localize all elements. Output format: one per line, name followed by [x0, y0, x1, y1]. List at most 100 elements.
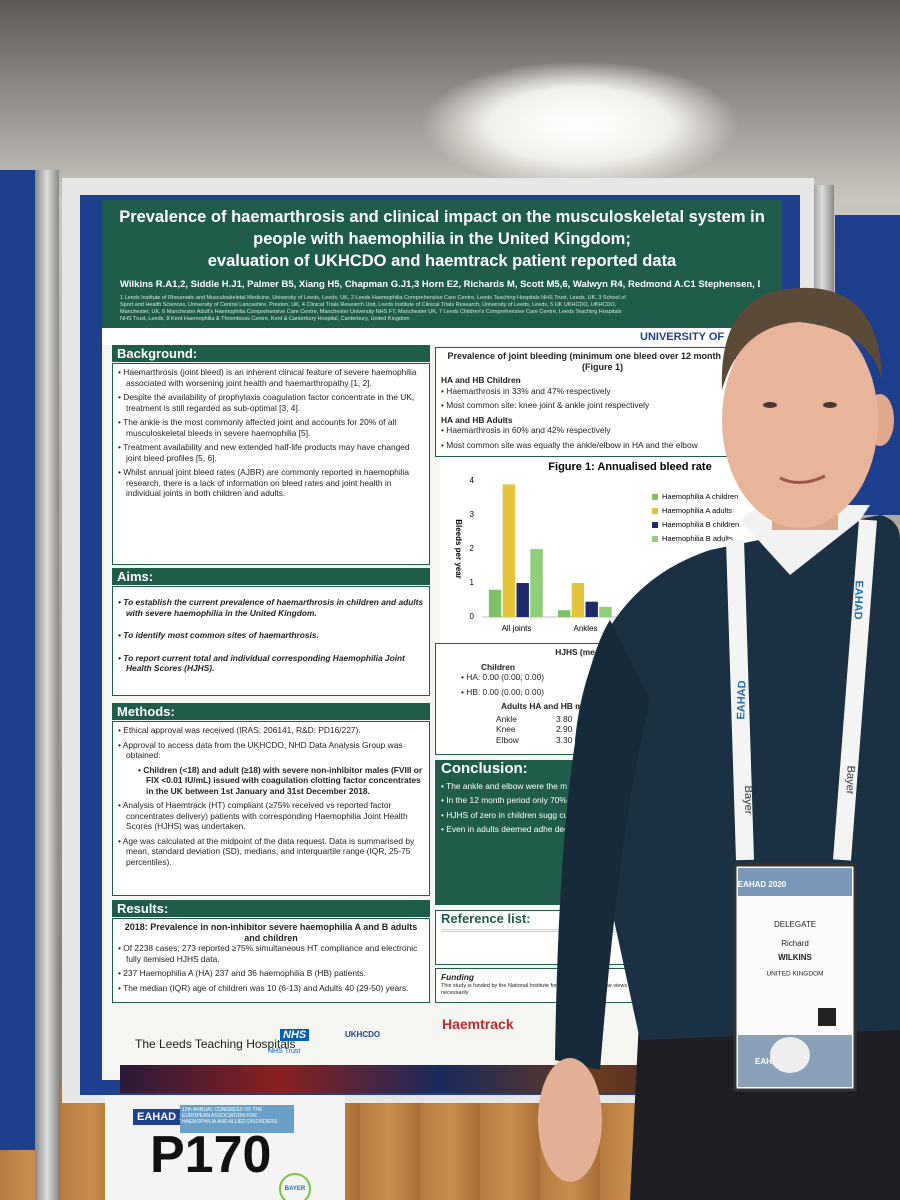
- poster-title: Prevalence of haemarthrosis and clinical…: [112, 206, 772, 272]
- section-text: Ethical approval was received (IRAS: 206…: [112, 721, 430, 896]
- section-text: 2018: Prevalence in non-inhibitor severe…: [112, 918, 430, 1003]
- ceiling-light: [420, 60, 740, 190]
- y-tick-label: 0: [470, 612, 475, 621]
- table-cell: Elbow: [496, 734, 519, 745]
- legend-label: Haemophilia A children: [662, 492, 738, 501]
- bullet-text: The ankle and elbow were the m adults, a…: [446, 781, 764, 792]
- legend-label: Haemophilia A adults: [662, 506, 732, 515]
- badge-header: [738, 868, 852, 896]
- section-heading: Conclusion:: [441, 760, 528, 777]
- bullet-text: Haemarthrosis (joint bleed) is an inhere…: [123, 367, 424, 388]
- table-row: Ankle 3.80: [496, 714, 764, 725]
- list: The ankle and elbow were the m adults, a…: [441, 781, 764, 835]
- bullet-text: Children (<18) and adult (≥18) with seve…: [143, 765, 424, 797]
- section-heading: Reference list:: [441, 911, 531, 926]
- prevalence: Prevalence of joint bleeding (minimum on…: [435, 347, 770, 457]
- badge-country: UNITED KINGDOM: [766, 971, 823, 978]
- head: [722, 312, 878, 528]
- bullet-text: Approval to access data from the UKHCDO,…: [123, 740, 424, 761]
- bullet-text: Treatment availability and new extended …: [123, 442, 424, 463]
- badge-event: EAHAD 2020: [738, 880, 787, 889]
- badge-sticker: [770, 1037, 810, 1073]
- bullet-text: To identify most common sites of haemart…: [123, 630, 424, 641]
- y-tick-label: 4: [470, 476, 475, 485]
- list: Children (<18) and adult (≥18) with seve…: [138, 765, 424, 797]
- y-tick-label: 1: [470, 578, 475, 587]
- section-heading: Aims:: [112, 568, 430, 585]
- bullet-text: Analysis of Haemtrack (HT) compliant (≥7…: [123, 800, 424, 832]
- table-cell: 3.30: [556, 734, 573, 745]
- y-axis-label: Bleeds per year: [454, 519, 463, 579]
- lanyard: [833, 519, 877, 861]
- qr-code: [818, 1008, 836, 1026]
- y-tick-label: 3: [470, 510, 475, 519]
- bar: [516, 583, 529, 617]
- section-heading: Funding: [441, 972, 475, 982]
- bar: [599, 606, 612, 617]
- legend-swatch: [652, 508, 658, 514]
- legend-swatch: [652, 494, 658, 500]
- section-text: Haemarthrosis (joint bleed) is an inhere…: [112, 363, 430, 565]
- hand: [538, 1058, 602, 1182]
- badge-last-name: WILKINS: [778, 953, 812, 962]
- affiliations: 1 Leeds Institute of Rheumatic and Muscu…: [120, 295, 626, 322]
- bullet-text: Haemarthrosis in 33% and 47% respectivel…: [446, 386, 764, 397]
- table-cell: Knee: [496, 724, 516, 734]
- logo-text: Haemtrack: [442, 1016, 514, 1032]
- poster-header: Prevalence of haemarthrosis and clinical…: [102, 200, 782, 328]
- lanyard-text: Bayer: [844, 765, 857, 794]
- bullet-text: In the 12 month period only 70% free.: [446, 795, 764, 806]
- logo-text: NHS Trust: [268, 1048, 301, 1055]
- section-heading: Methods:: [112, 703, 430, 720]
- legend-label: Haemophilia B children: [662, 520, 739, 529]
- arm: [555, 620, 650, 1070]
- section-heading: Background:: [112, 345, 430, 362]
- legend-label: Haemophilia B adults: [662, 534, 733, 543]
- poster-code: P170: [150, 1126, 272, 1184]
- list: HA: 0.00 (0.00; 0.00) HB: 0.00 (0.00; 0.0…: [461, 672, 764, 697]
- badge-first-name: Richard: [781, 939, 809, 948]
- bullet-text: HJHS of zero in children sugg currently …: [446, 810, 764, 821]
- list: HA and HB ChildrenHaemarthrosis in 33% a…: [441, 375, 764, 450]
- x-tick-label: All joints: [502, 624, 532, 633]
- legend-swatch: [652, 536, 658, 542]
- bullet-text: Haemarthrosis in 60% and 42% respectivel…: [446, 425, 764, 436]
- section-text: To establish the current prevalence of h…: [112, 586, 430, 696]
- logo-text: UKHCDO: [345, 1030, 381, 1039]
- table-cell: 2.90: [556, 724, 573, 734]
- bullet-text: Age was calculated at the midpoint of th…: [123, 836, 424, 868]
- bar: [502, 484, 516, 617]
- hair: [721, 287, 882, 390]
- bullet-text: To report current total and individual c…: [123, 653, 424, 674]
- bullet-text: The ankle is the most commonly affected …: [123, 417, 424, 438]
- poster: Prevalence of haemarthrosis and clinical…: [80, 195, 800, 1095]
- bar: [557, 610, 571, 617]
- group-title: HA and HB Adults: [441, 414, 513, 425]
- chart-title: Figure 1: Annualised bleed rate: [548, 461, 711, 473]
- list: Analysis of Haemtrack (HT) compliant (≥7…: [118, 800, 424, 867]
- table-row: Knee 2.90: [496, 724, 764, 735]
- lanyard-text: EAHAD: [851, 580, 864, 620]
- sign-congress: 13th ANNUAL CONGRESS OF THE EUROPEAN ASS…: [180, 1105, 294, 1133]
- bullet-text: 237 Haemophilia A (HA) 237 and 36 haemop…: [123, 968, 424, 979]
- bullet-text: The median (IQR) age of children was 10 …: [123, 983, 424, 994]
- lanyard: [726, 539, 754, 861]
- bullet-text: Whilst annual joint bleed rates (AJBR) a…: [123, 467, 424, 499]
- list: Ethical approval was received (IRAS: 206…: [118, 725, 424, 761]
- bullet-text: Of 2238 cases; 273 reported ≥75% simulta…: [123, 943, 424, 964]
- legend-swatch: [652, 522, 658, 528]
- sponsor-logo: BAYER: [279, 1173, 311, 1200]
- bullet-text: Ethical approval was received (IRAS: 206…: [123, 725, 424, 736]
- bar: [571, 583, 585, 617]
- subheading: Adults HA and HB mean: [501, 701, 598, 711]
- subheading: 2018: Prevalence in non-inhibitor severe…: [124, 922, 418, 943]
- logo-nhs: NHS: [280, 1029, 310, 1041]
- group-title: HA and HB Children: [441, 375, 521, 385]
- table-cell: Ankle: [496, 713, 517, 724]
- badge-role: DELEGATE: [774, 920, 816, 929]
- title-line: evaluation of UKHCDO and haemtrack patie…: [207, 252, 677, 270]
- bar: [530, 549, 543, 617]
- title-line: Prevalence of haemarthrosis and clinical…: [119, 208, 765, 226]
